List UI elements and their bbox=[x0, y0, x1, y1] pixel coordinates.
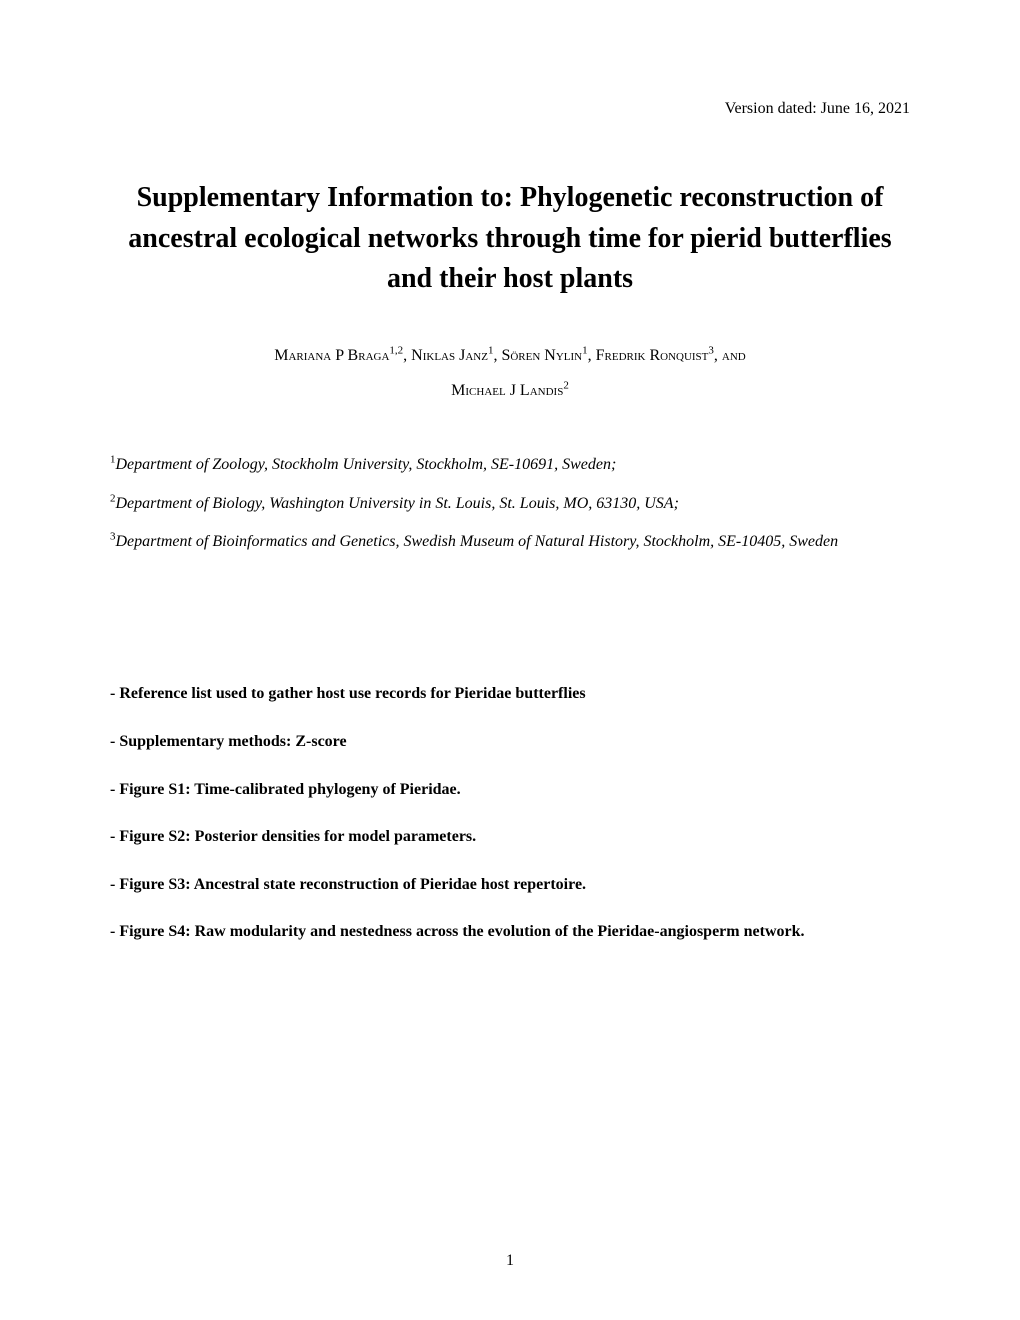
contents-item: - Figure S3: Ancestral state reconstruct… bbox=[110, 872, 910, 898]
author-name: Fredrik Ronquist bbox=[596, 347, 709, 364]
contents-item: - Reference list used to gather host use… bbox=[110, 681, 910, 707]
page-number: 1 bbox=[0, 1252, 1020, 1270]
contents-item: - Supplementary methods: Z-score bbox=[110, 729, 910, 755]
affiliation-line: 3Department of Bioinformatics and Geneti… bbox=[110, 523, 910, 561]
author-name: Mariana P Braga bbox=[274, 347, 389, 364]
and-text: , and bbox=[714, 347, 746, 364]
affil-text: Department of Bioinformatics and Genetic… bbox=[116, 533, 839, 550]
affiliation-line: 1Department of Zoology, Stockholm Univer… bbox=[110, 446, 910, 484]
version-date: Version dated: June 16, 2021 bbox=[110, 100, 910, 118]
contents-item: - Figure S2: Posterior densities for mod… bbox=[110, 824, 910, 850]
author-affil-marker: 1 bbox=[488, 344, 494, 356]
authors-block: Mariana P Braga1,2, Niklas Janz1, Sören … bbox=[110, 338, 910, 408]
affil-text: Department of Zoology, Stockholm Univers… bbox=[116, 456, 617, 473]
author-name: Michael J Landis bbox=[451, 382, 563, 399]
affil-text: Department of Biology, Washington Univer… bbox=[116, 495, 679, 512]
contents-item: - Figure S1: Time-calibrated phylogeny o… bbox=[110, 777, 910, 803]
author-name: Niklas Janz bbox=[411, 347, 488, 364]
author-name: Sören Nylin bbox=[501, 347, 582, 364]
affiliations-block: 1Department of Zoology, Stockholm Univer… bbox=[110, 446, 910, 561]
contents-list: - Reference list used to gather host use… bbox=[110, 681, 910, 945]
author-affil-marker: 1,2 bbox=[389, 344, 403, 356]
author-affil-marker: 2 bbox=[563, 380, 569, 392]
affiliation-line: 2Department of Biology, Washington Unive… bbox=[110, 485, 910, 523]
contents-item: - Figure S4: Raw modularity and nestedne… bbox=[110, 919, 910, 945]
document-title: Supplementary Information to: Phylogenet… bbox=[110, 178, 910, 300]
author-affil-marker: 1 bbox=[582, 344, 588, 356]
